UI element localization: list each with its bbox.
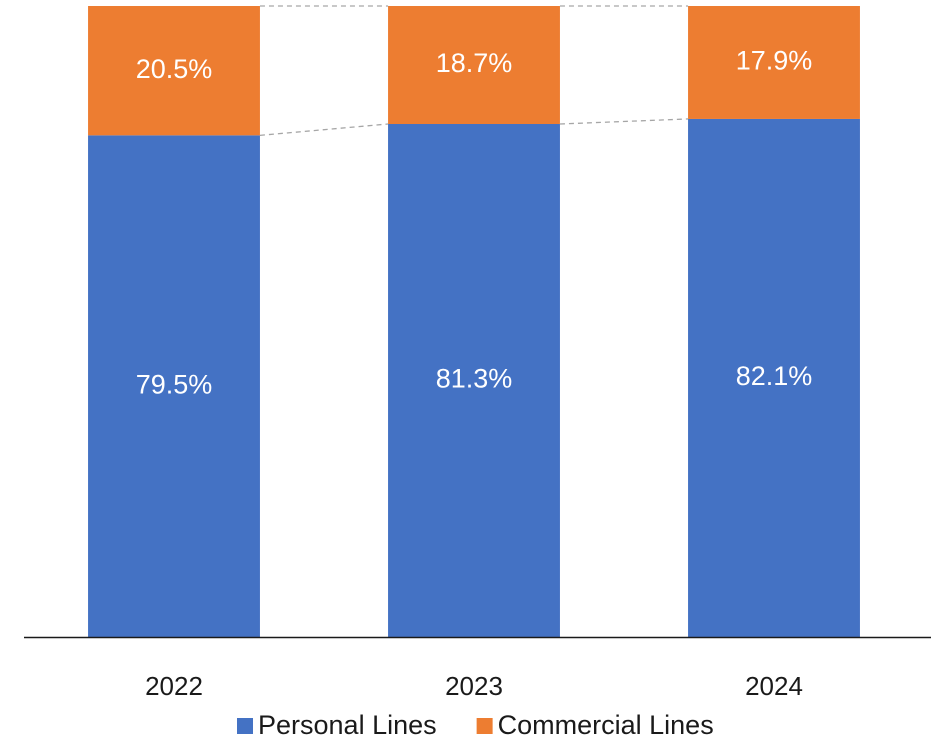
bar-segment [688, 6, 860, 119]
bar-segment [388, 6, 560, 124]
bar-segment [88, 6, 260, 136]
bar-segment [88, 135, 260, 638]
value-label: 81.3% [436, 364, 513, 394]
legend-swatch [237, 718, 253, 734]
legend-label: Commercial Lines [498, 710, 714, 740]
series-connector [259, 123, 389, 137]
bar-segment [688, 118, 860, 638]
x-tick-label: 2024 [745, 671, 803, 701]
x-tick-label: 2023 [445, 671, 503, 701]
bar-segment [388, 123, 560, 637]
series-connector [559, 118, 689, 125]
value-label: 82.1% [736, 361, 813, 391]
value-label: 20.5% [136, 54, 213, 84]
value-label: 18.7% [436, 48, 513, 78]
value-label: 17.9% [736, 46, 813, 76]
legend-swatch [476, 718, 493, 734]
legend-label: Personal Lines [258, 710, 437, 740]
x-tick-label: 2022 [145, 671, 203, 701]
value-label: 79.5% [136, 369, 213, 399]
